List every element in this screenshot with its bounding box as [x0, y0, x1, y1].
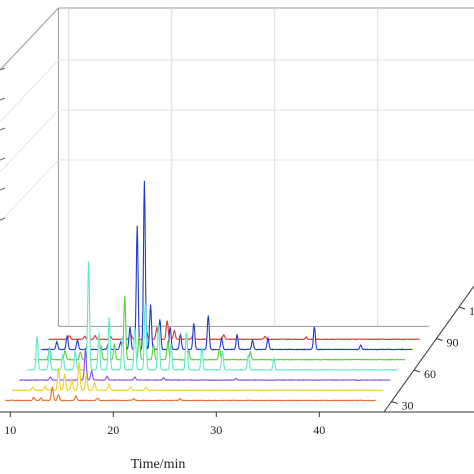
depth-tick-30: [391, 401, 398, 404]
x-tick-label-10: 10: [4, 423, 16, 437]
series-trace-45: [11, 361, 383, 392]
depth-tick-label-120: 120: [469, 304, 474, 318]
side-top-edge: [0, 7, 59, 71]
side-tick-5: [0, 217, 6, 221]
chart-series-layer: [4, 180, 420, 405]
series-trace-30: [4, 386, 376, 402]
series-trace-60: [19, 350, 391, 382]
side-grid-1: [0, 109, 59, 173]
chart-back-walls: [0, 7, 474, 327]
depth-tick-60: [413, 369, 421, 373]
depth-tick-90: [436, 338, 443, 341]
side-tick-0: [0, 67, 6, 71]
depth-tick-label-90: 90: [447, 336, 459, 350]
x-axis-label: Time/min: [131, 457, 186, 472]
series-trace-90: [33, 296, 406, 361]
x-tick-label-30: 30: [210, 423, 222, 437]
side-grid-2: [0, 159, 59, 223]
series-occluder-120: [48, 320, 420, 343]
series-occluder-105: [41, 180, 413, 354]
side-grid-0: [0, 59, 59, 123]
series-occluder-30: [4, 386, 376, 405]
side-tick-4: [0, 187, 6, 191]
series-occluder-45: [12, 361, 383, 394]
series-trace-120: [48, 320, 420, 341]
chart-axes: 10 20 30 40 30 60 90 120: [0, 285, 474, 437]
series-trace-105: [41, 180, 413, 351]
x-tick-label-20: 20: [107, 423, 119, 437]
depth-tick-label-30: 30: [402, 399, 414, 413]
depth-tick-120: [458, 306, 466, 310]
side-tick-2: [0, 127, 6, 131]
side-tick-3: [0, 157, 6, 161]
depth-tick-label-60: 60: [424, 367, 436, 381]
x-tick-label-40: 40: [313, 423, 325, 437]
series-trace-75: [26, 261, 398, 371]
side-tick-1: [0, 97, 6, 101]
series-occluder-75: [26, 261, 398, 374]
